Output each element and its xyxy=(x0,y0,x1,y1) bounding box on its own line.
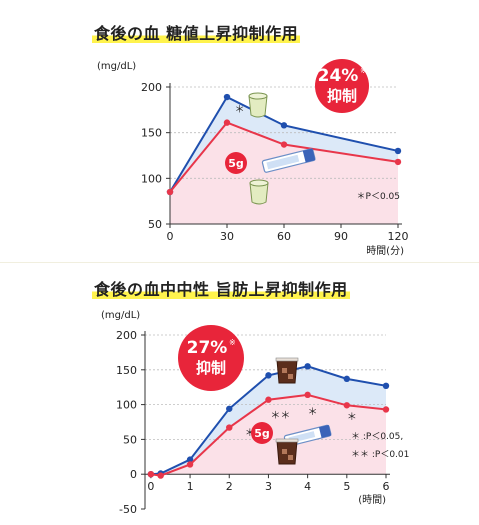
chart1-title: 食後の血 糖値上昇抑制作用 xyxy=(92,24,301,43)
drink-glass-icon-rim xyxy=(275,357,299,362)
significance-note: ＊ :P＜0.05, xyxy=(351,432,403,442)
x-tick-label: 5 xyxy=(343,480,350,493)
data-point-0 xyxy=(186,456,194,463)
drink-glass-icon xyxy=(275,357,299,384)
data-point-1 xyxy=(280,141,288,148)
area-between-series xyxy=(150,366,386,476)
y-tick-label: 150 xyxy=(141,127,162,140)
data-point-0 xyxy=(265,372,272,379)
y-tick-label: -50 xyxy=(119,503,137,516)
data-point-1 xyxy=(157,472,164,479)
data-point-1 xyxy=(382,406,390,413)
y-tick-label: 50 xyxy=(123,433,137,446)
data-point-0 xyxy=(343,375,351,383)
x-axis-label: (時間) xyxy=(358,494,386,506)
data-point-1 xyxy=(166,188,174,196)
dose-badge-circle xyxy=(225,152,247,174)
section-divider xyxy=(0,262,479,263)
data-point-1 xyxy=(343,402,351,409)
series-line-1 xyxy=(150,393,387,477)
data-point-1 xyxy=(304,391,311,399)
y-tick-label: 100 xyxy=(141,172,162,185)
data-point-1 xyxy=(226,424,233,431)
drink-glass-icon-ice xyxy=(288,455,293,460)
suppression-badge-circle xyxy=(315,59,369,113)
significance-mark: ＊ xyxy=(235,105,245,116)
chart2-title: 食後の血中中性 旨肪上昇抑制作用 xyxy=(92,280,350,299)
data-point-0 xyxy=(394,147,402,155)
cup-icon xyxy=(249,179,269,205)
data-point-1 xyxy=(394,158,402,166)
drink-glass-icon xyxy=(275,438,299,465)
y-tick-label: 0 xyxy=(130,468,137,481)
x-tick-label: 4 xyxy=(304,480,311,493)
data-point-1 xyxy=(265,396,272,403)
y-tick-label: 100 xyxy=(116,399,137,412)
x-axis-label: 時間(分) xyxy=(366,245,404,257)
data-point-0 xyxy=(280,122,288,129)
stick-pack-icon-end xyxy=(302,148,316,163)
series-line-1 xyxy=(169,121,399,193)
significance-note: ＊＊ :P＜0.01 xyxy=(351,450,409,460)
data-point-1 xyxy=(223,119,231,126)
cup-icon-rim xyxy=(248,92,268,100)
x-tick-label: 90 xyxy=(334,230,348,243)
dose-badge-circle xyxy=(251,422,273,444)
significance-mark: ＊ xyxy=(308,407,318,418)
data-point-0 xyxy=(304,363,311,370)
x-tick-label: 60 xyxy=(277,230,291,243)
significance-note: ＊P＜0.05 xyxy=(357,192,400,202)
suppression-badge-value: 27% xyxy=(187,338,228,358)
dose-badge-text: 5g xyxy=(228,157,244,170)
stick-pack-icon xyxy=(261,148,316,173)
area-under-lower-series xyxy=(170,122,398,224)
x-tick-label: 120 xyxy=(388,230,409,243)
data-point-1 xyxy=(186,461,194,468)
cup-icon-body xyxy=(249,182,269,205)
x-tick-label: 1 xyxy=(187,480,194,493)
data-point-1 xyxy=(147,471,155,478)
y-tick-label: 200 xyxy=(116,329,137,342)
x-tick-label: 6 xyxy=(383,480,390,493)
x-tick-label: 30 xyxy=(220,230,234,243)
data-point-0 xyxy=(223,93,231,101)
suppression-badge-value: 24% xyxy=(318,66,359,86)
y-tick-label: 200 xyxy=(141,81,162,94)
data-point-0 xyxy=(226,405,233,412)
cup-icon-rim xyxy=(249,179,269,187)
cup-icon xyxy=(248,92,268,118)
data-point-0 xyxy=(382,382,390,390)
y-tick-label: 50 xyxy=(148,218,162,231)
significance-mark: ＊＊ xyxy=(270,411,290,422)
x-tick-label: 0 xyxy=(167,230,174,243)
x-tick-label: 0 xyxy=(147,480,154,493)
stick-pack-icon-label xyxy=(266,154,300,170)
suppression-badge-sup: ※ xyxy=(229,338,236,347)
drink-glass-icon-ice xyxy=(288,374,293,379)
stick-pack-icon-end xyxy=(318,424,332,438)
drink-glass-icon-rim xyxy=(275,438,299,443)
dose-badge-text: 5g xyxy=(254,427,270,440)
suppression-badge-sup: ※ xyxy=(360,66,367,75)
drink-glass-icon-ice xyxy=(282,368,287,373)
glucose-chart: 50 100 150 200 0 30 60 90 120 (mg/dL) 時間(分) ＊ 24% ※ 抑制… xyxy=(97,59,409,257)
x-tick-label: 3 xyxy=(265,480,272,493)
suppression-badge-label: 抑制 xyxy=(327,87,357,105)
y-tick-label: 150 xyxy=(116,364,137,377)
drink-glass-icon-ice xyxy=(282,449,287,454)
x-tick-label: 2 xyxy=(226,480,233,493)
y-axis-label: (mg/dL) xyxy=(97,61,136,72)
suppression-badge-label: 抑制 xyxy=(196,359,226,377)
significance-mark: ＊ xyxy=(347,412,357,423)
suppression-badge-circle xyxy=(178,325,244,391)
cup-icon-body xyxy=(248,95,268,118)
y-axis-label: (mg/dL) xyxy=(101,310,140,321)
series-line-0 xyxy=(150,365,387,476)
